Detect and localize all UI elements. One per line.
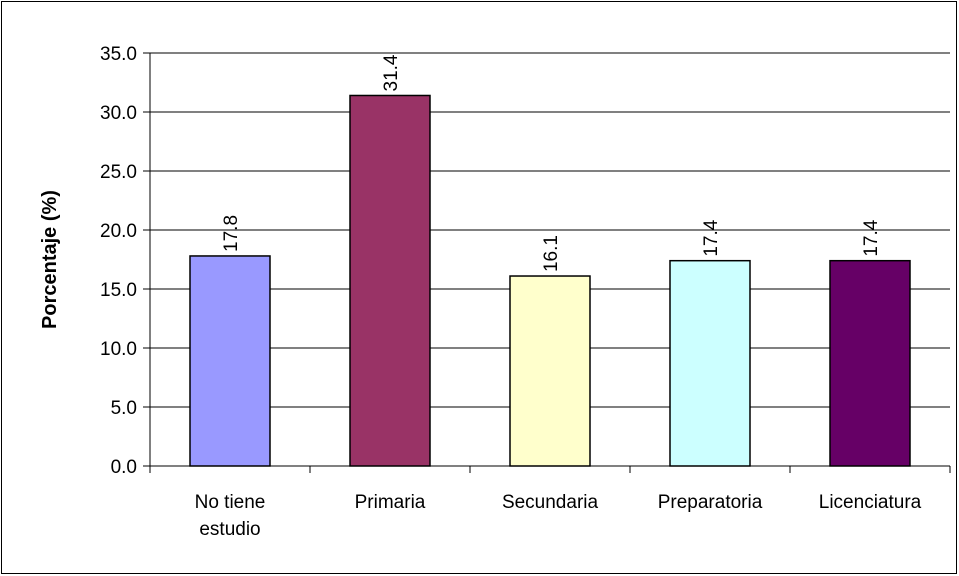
category-label: Preparatoria xyxy=(658,492,763,513)
data-labels: 17.8 31.4 16.1 17.4 17.4 xyxy=(221,54,882,272)
category-label: Primaria xyxy=(355,492,426,513)
data-label: 16.1 xyxy=(541,235,562,272)
data-label: 17.8 xyxy=(221,215,242,252)
bars xyxy=(189,94,911,467)
category-label: estudio xyxy=(199,519,260,540)
bar xyxy=(349,94,431,467)
y-tick-label: 10.0 xyxy=(100,339,137,360)
axes xyxy=(143,52,951,473)
y-tick-label: 25.0 xyxy=(100,162,137,183)
category-label: No tiene xyxy=(195,492,266,513)
y-tick-label: 20.0 xyxy=(100,221,137,242)
bar xyxy=(189,255,271,467)
category-label: Licenciatura xyxy=(819,492,922,513)
y-tick-labels: 0.0 5.0 10.0 15.0 20.0 25.0 30.0 35.0 xyxy=(100,44,137,478)
y-axis-title: Porcentaje (%) xyxy=(39,190,61,329)
data-label: 31.4 xyxy=(381,54,402,91)
y-tick-label: 5.0 xyxy=(111,398,137,419)
data-label: 17.4 xyxy=(861,219,882,256)
bar xyxy=(669,259,751,467)
data-label: 17.4 xyxy=(701,219,722,256)
category-label: Secundaria xyxy=(502,492,599,513)
y-tick-label: 30.0 xyxy=(100,103,137,124)
bar xyxy=(509,275,591,467)
gridlines xyxy=(150,52,950,408)
y-tick-label: 0.0 xyxy=(111,457,137,478)
bar xyxy=(829,259,911,467)
y-tick-label: 35.0 xyxy=(100,44,137,65)
category-labels: No tiene estudio Primaria Secundaria Prepara… xyxy=(195,492,922,540)
y-tick-label: 15.0 xyxy=(100,280,137,301)
